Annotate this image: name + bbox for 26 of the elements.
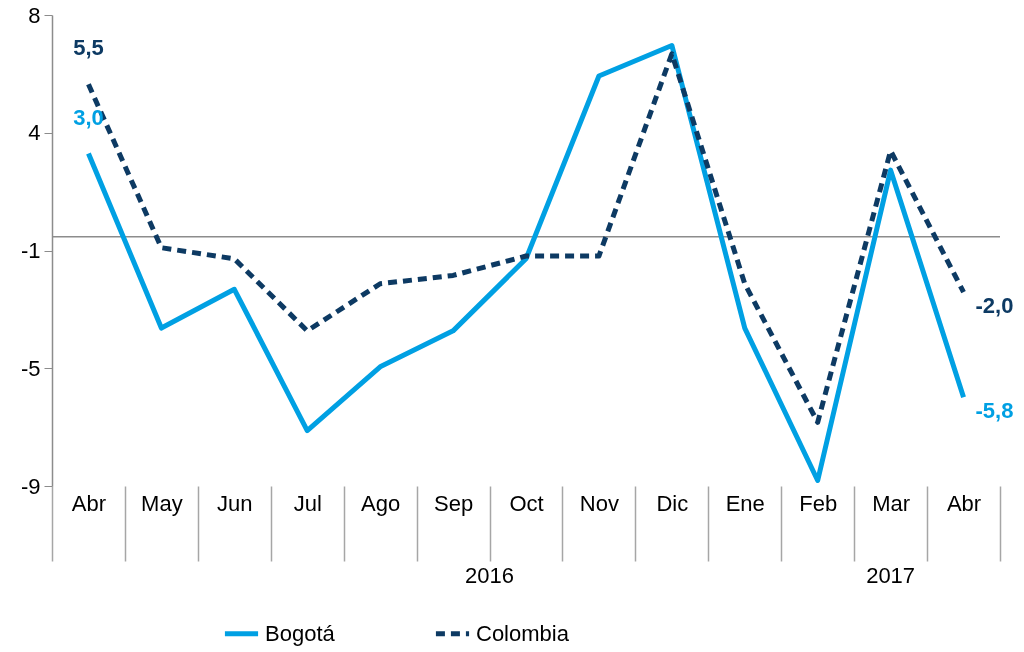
x-tick-label: Jul: [293, 490, 322, 516]
x-tick-label: Sep: [434, 490, 474, 516]
x-tick-label: Jun: [217, 490, 253, 516]
legend-label: Colombia: [476, 620, 570, 646]
y-tick-label: -9: [20, 473, 41, 499]
x-tick-label: Mar: [872, 490, 911, 516]
x-tick-label: Abr: [71, 490, 107, 516]
text: 2017: [866, 563, 916, 588]
data-label: -5,8: [975, 398, 1014, 424]
y-tick-label: -5: [20, 355, 41, 381]
x-tick-label: Nov: [579, 490, 619, 516]
y-tick-label: -1: [20, 238, 41, 263]
x-tick-label: Feb: [799, 490, 838, 516]
data-label: 5,5: [73, 35, 104, 61]
x-tick-label: May: [141, 490, 183, 516]
x-tick-label: Ago: [361, 490, 401, 516]
x-tick-label: Abr: [946, 490, 982, 516]
x-tick-label: Oct: [509, 490, 544, 516]
y-tick-label: 4: [28, 120, 41, 146]
data-label: -2,0: [975, 293, 1014, 319]
x-tick-label: Dic: [656, 490, 689, 516]
data-label: 3,0: [73, 104, 104, 130]
y-tick-label: 8: [28, 2, 41, 28]
x-tick-label: Ene: [725, 490, 765, 516]
legend-label: Bogotá: [265, 620, 336, 646]
text: 2016: [465, 563, 515, 588]
